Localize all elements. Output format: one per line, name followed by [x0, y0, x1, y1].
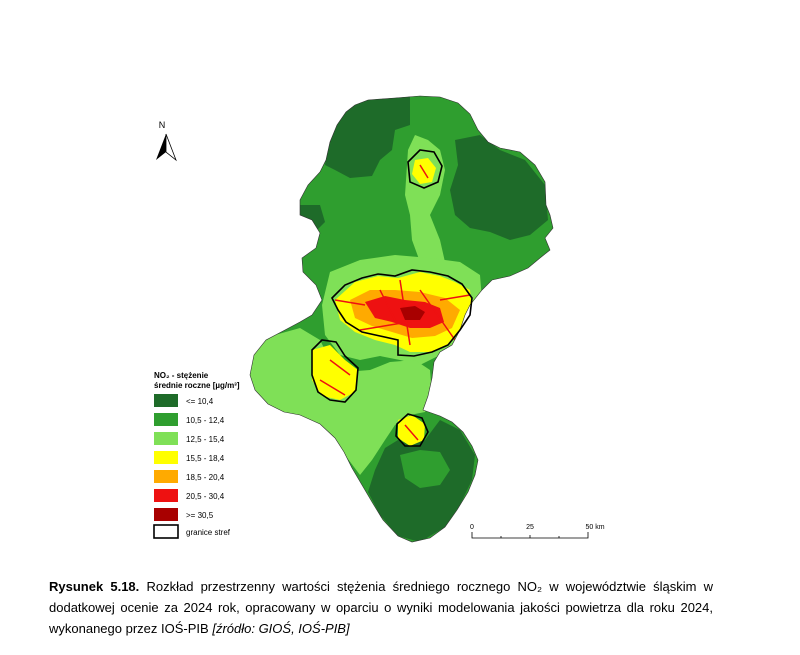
legend-class-label: 15,5 - 18,4 [186, 454, 225, 463]
legend-items: <= 10,4 10,5 - 12,4 12,5 - 15,4 15,5 - 18,4… [154, 394, 225, 521]
legend-class-label: 20,5 - 30,4 [186, 492, 225, 501]
legend-swatch [154, 432, 178, 445]
north-arrow: N [156, 120, 177, 162]
legend-title-line1: NO₂ - stężenie [154, 371, 209, 380]
mid-concentration-area-south [400, 450, 450, 488]
caption-label: Rysunek 5.18. [49, 579, 140, 594]
map-legend: NO₂ - stężenie średnie roczne [µg/m³] <=… [153, 371, 240, 539]
legend-swatch [154, 413, 178, 426]
scale-bar-line [471, 532, 589, 539]
extreme-concentration-area-katowice [400, 306, 425, 320]
legend-zone-boundary-swatch [153, 524, 179, 539]
zone-boundary-czestochowa [407, 149, 443, 189]
scale-label-25: 25 [526, 524, 534, 531]
legend-zone-boundary-label: granice stref [186, 528, 231, 537]
legend-title-line2: średnie roczne [µg/m³] [154, 381, 240, 390]
zone-boundaries [311, 149, 473, 447]
north-arrow-icon [156, 134, 166, 160]
low-concentration-area-northwest [325, 96, 410, 178]
zone-boundary-conurbation [331, 269, 473, 357]
scale-label-50: 50 km [585, 524, 604, 531]
legend-class-label: <= 10,4 [186, 397, 214, 406]
north-arrow-label: N [159, 120, 166, 130]
zone-boundary-bielsko [395, 413, 429, 447]
high-concentration-area-bielsko [398, 415, 425, 446]
legend-swatch [154, 489, 178, 502]
legend-swatch [154, 394, 178, 407]
legend-swatch [154, 470, 178, 483]
high-concentration-area-rybnik [312, 345, 358, 400]
scale-label-0: 0 [470, 524, 474, 531]
no2-concentration-map: N NO₂ - stężenie średnie roczne [µg/m³] … [153, 95, 605, 543]
caption-source: [źródło: GIOŚ, IOŚ-PIB] [212, 621, 350, 636]
legend-class-label: >= 30,5 [186, 511, 214, 520]
legend-swatch [154, 508, 178, 521]
figure-caption: Rysunek 5.18. Rozkład przestrzenny warto… [49, 576, 713, 639]
caption-text: Rozkład przestrzenny wartości stężenia ś… [49, 579, 713, 636]
legend-class-label: 12,5 - 15,4 [186, 435, 225, 444]
scale-bar: 0 25 50 km [470, 524, 605, 539]
low-concentration-area-northeast [450, 135, 548, 240]
legend-class-label: 10,5 - 12,4 [186, 416, 225, 425]
voivodeship-region [249, 95, 554, 543]
zone-boundary-rybnik [311, 339, 359, 403]
legend-swatch [154, 451, 178, 464]
legend-class-label: 18,5 - 20,4 [186, 473, 225, 482]
